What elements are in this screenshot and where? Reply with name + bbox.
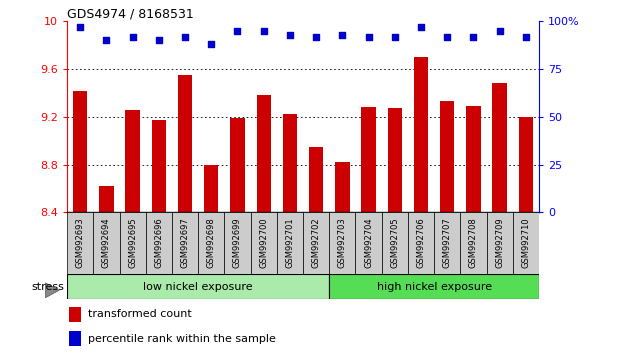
Point xyxy=(285,32,295,38)
Bar xyxy=(303,212,329,274)
Bar xyxy=(329,274,539,299)
Bar xyxy=(125,110,140,212)
Bar xyxy=(152,120,166,212)
Point xyxy=(180,34,190,39)
Point xyxy=(154,38,164,43)
Bar xyxy=(69,307,81,322)
Text: GSM992708: GSM992708 xyxy=(469,217,478,268)
Bar xyxy=(388,108,402,212)
Point xyxy=(364,34,374,39)
Text: GSM992710: GSM992710 xyxy=(522,217,530,268)
Text: GSM992696: GSM992696 xyxy=(155,217,163,268)
Text: GSM992704: GSM992704 xyxy=(364,217,373,268)
Bar xyxy=(69,331,81,346)
Point xyxy=(521,34,531,39)
Point xyxy=(259,28,269,34)
Point xyxy=(442,34,452,39)
Point xyxy=(101,38,111,43)
Text: high nickel exposure: high nickel exposure xyxy=(376,282,492,292)
Text: GSM992693: GSM992693 xyxy=(76,217,84,268)
Bar xyxy=(309,147,324,212)
Point xyxy=(311,34,321,39)
Point xyxy=(468,34,478,39)
Bar xyxy=(329,212,355,274)
Polygon shape xyxy=(45,283,59,298)
Bar xyxy=(251,212,277,274)
Point xyxy=(390,34,400,39)
Text: GSM992707: GSM992707 xyxy=(443,217,451,268)
Text: GSM992694: GSM992694 xyxy=(102,217,111,268)
Text: GSM992695: GSM992695 xyxy=(128,217,137,268)
Bar xyxy=(361,107,376,212)
Bar xyxy=(119,212,146,274)
Text: GSM992699: GSM992699 xyxy=(233,217,242,268)
Text: GDS4974 / 8168531: GDS4974 / 8168531 xyxy=(67,7,194,20)
Bar xyxy=(224,212,251,274)
Text: GSM992709: GSM992709 xyxy=(495,217,504,268)
Text: percentile rank within the sample: percentile rank within the sample xyxy=(88,333,276,344)
Bar xyxy=(466,106,481,212)
Text: GSM992700: GSM992700 xyxy=(259,217,268,268)
Bar xyxy=(67,212,93,274)
Text: GSM992706: GSM992706 xyxy=(417,217,425,268)
Bar xyxy=(408,212,434,274)
Point xyxy=(416,24,426,30)
Bar xyxy=(335,162,350,212)
Bar xyxy=(277,212,303,274)
Bar xyxy=(230,118,245,212)
Text: GSM992702: GSM992702 xyxy=(312,217,320,268)
Text: GSM992701: GSM992701 xyxy=(286,217,294,268)
Text: GSM992698: GSM992698 xyxy=(207,217,215,268)
Bar xyxy=(146,212,172,274)
Point xyxy=(495,28,505,34)
Point xyxy=(128,34,138,39)
Point xyxy=(232,28,242,34)
Bar xyxy=(283,114,297,212)
Bar xyxy=(93,212,119,274)
Bar xyxy=(440,101,455,212)
Bar xyxy=(73,91,88,212)
Text: GSM992697: GSM992697 xyxy=(181,217,189,268)
Bar xyxy=(414,57,428,212)
Text: transformed count: transformed count xyxy=(88,309,191,320)
Bar xyxy=(382,212,408,274)
Point xyxy=(206,41,216,47)
Bar xyxy=(492,83,507,212)
Bar xyxy=(513,212,539,274)
Text: GSM992703: GSM992703 xyxy=(338,217,347,268)
Bar xyxy=(67,274,329,299)
Bar xyxy=(256,95,271,212)
Bar xyxy=(204,165,219,212)
Text: low nickel exposure: low nickel exposure xyxy=(143,282,253,292)
Text: stress: stress xyxy=(31,282,64,292)
Bar xyxy=(99,186,114,212)
Bar xyxy=(487,212,513,274)
Bar xyxy=(198,212,224,274)
Bar xyxy=(434,212,460,274)
Bar xyxy=(178,75,193,212)
Bar xyxy=(460,212,487,274)
Point xyxy=(75,24,85,30)
Bar xyxy=(519,117,533,212)
Bar xyxy=(355,212,382,274)
Point xyxy=(337,32,347,38)
Bar xyxy=(172,212,198,274)
Text: GSM992705: GSM992705 xyxy=(391,217,399,268)
